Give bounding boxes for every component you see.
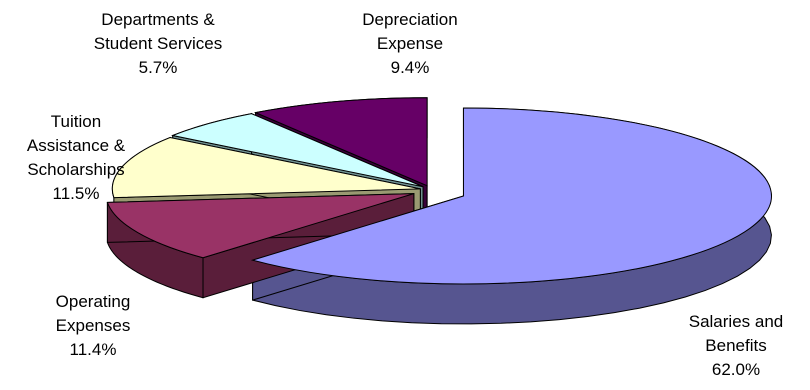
slice-tuition: [111, 137, 421, 199]
label-tuition-assistance: Tuition Assistance & Scholarships 11.5%: [26, 112, 126, 203]
pie-slices: [106, 97, 772, 325]
slice-operating: [106, 193, 415, 259]
slice-departments: [170, 113, 424, 188]
slice-depreciation: [253, 97, 428, 187]
label-operating-expenses: Operating Expenses 11.4%: [55, 292, 131, 359]
label-depreciation-expense: Depreciation Expense 9.4%: [362, 10, 458, 77]
label-salaries-and-benefits: Salaries and Benefits 62.0%: [688, 312, 784, 379]
slice-salaries: [250, 107, 772, 285]
label-departments-student-services: Departments & Student Services 5.7%: [93, 10, 223, 77]
